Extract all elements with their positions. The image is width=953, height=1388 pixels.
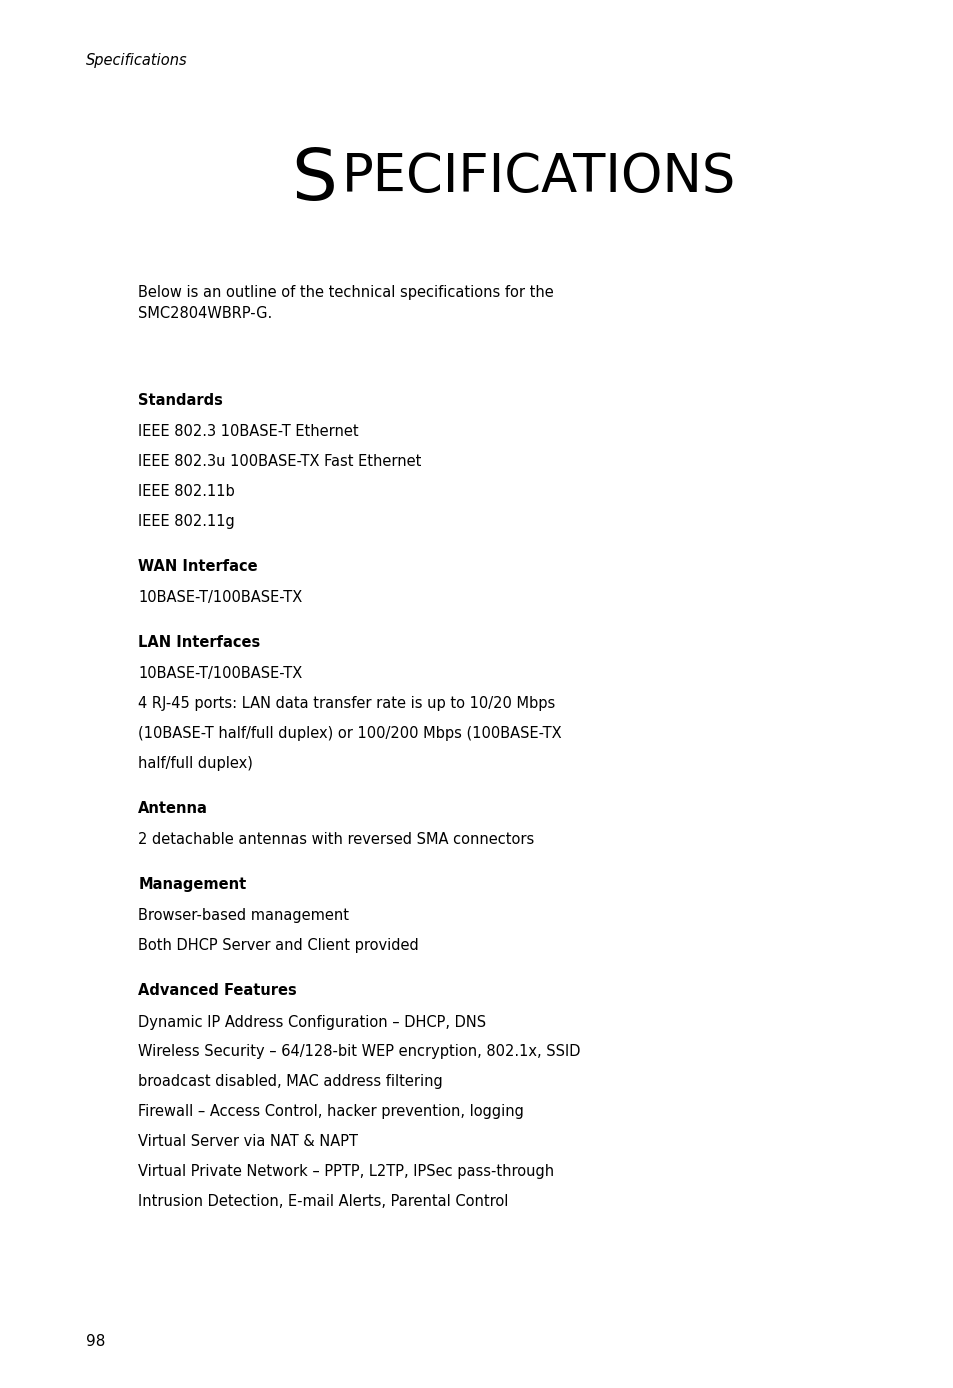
Text: S: S bbox=[291, 146, 336, 215]
Text: Virtual Private Network – PPTP, L2TP, IPSec pass-through: Virtual Private Network – PPTP, L2TP, IP… bbox=[138, 1163, 554, 1178]
Text: (10BASE-T half/full duplex) or 100/200 Mbps (100BASE-TX: (10BASE-T half/full duplex) or 100/200 M… bbox=[138, 726, 561, 741]
Text: Management: Management bbox=[138, 877, 246, 892]
Text: WAN Interface: WAN Interface bbox=[138, 558, 257, 573]
Text: Advanced Features: Advanced Features bbox=[138, 983, 296, 998]
Text: LAN Interfaces: LAN Interfaces bbox=[138, 634, 260, 650]
Text: Specifications: Specifications bbox=[86, 53, 188, 68]
Text: 98: 98 bbox=[86, 1334, 105, 1349]
Text: IEEE 802.11g: IEEE 802.11g bbox=[138, 514, 234, 529]
Text: 10BASE-T/100BASE-TX: 10BASE-T/100BASE-TX bbox=[138, 666, 302, 682]
Text: Standards: Standards bbox=[138, 393, 223, 408]
Text: Dynamic IP Address Configuration – DHCP, DNS: Dynamic IP Address Configuration – DHCP,… bbox=[138, 1015, 486, 1030]
Text: Virtual Server via NAT & NAPT: Virtual Server via NAT & NAPT bbox=[138, 1134, 358, 1149]
Text: 10BASE-T/100BASE-TX: 10BASE-T/100BASE-TX bbox=[138, 590, 302, 605]
Text: IEEE 802.3 10BASE-T Ethernet: IEEE 802.3 10BASE-T Ethernet bbox=[138, 425, 358, 439]
Text: Firewall – Access Control, hacker prevention, logging: Firewall – Access Control, hacker preven… bbox=[138, 1105, 523, 1119]
Text: Wireless Security – 64/128-bit WEP encryption, 802.1x, SSID: Wireless Security – 64/128-bit WEP encry… bbox=[138, 1044, 580, 1059]
Text: Antenna: Antenna bbox=[138, 801, 208, 816]
Text: PECIFICATIONS: PECIFICATIONS bbox=[341, 151, 735, 203]
Text: 4 RJ-45 ports: LAN data transfer rate is up to 10/20 Mbps: 4 RJ-45 ports: LAN data transfer rate is… bbox=[138, 695, 555, 711]
Text: 2 detachable antennas with reversed SMA connectors: 2 detachable antennas with reversed SMA … bbox=[138, 831, 534, 847]
Text: IEEE 802.3u 100BASE-TX Fast Ethernet: IEEE 802.3u 100BASE-TX Fast Ethernet bbox=[138, 454, 421, 469]
Text: Browser-based management: Browser-based management bbox=[138, 908, 349, 923]
Text: Below is an outline of the technical specifications for the
SMC2804WBRP-G.: Below is an outline of the technical spe… bbox=[138, 285, 554, 321]
Text: half/full duplex): half/full duplex) bbox=[138, 755, 253, 770]
Text: IEEE 802.11b: IEEE 802.11b bbox=[138, 483, 234, 498]
Text: broadcast disabled, MAC address filtering: broadcast disabled, MAC address filterin… bbox=[138, 1074, 442, 1090]
Text: Intrusion Detection, E-mail Alerts, Parental Control: Intrusion Detection, E-mail Alerts, Pare… bbox=[138, 1194, 508, 1209]
Text: Both DHCP Server and Client provided: Both DHCP Server and Client provided bbox=[138, 938, 418, 954]
